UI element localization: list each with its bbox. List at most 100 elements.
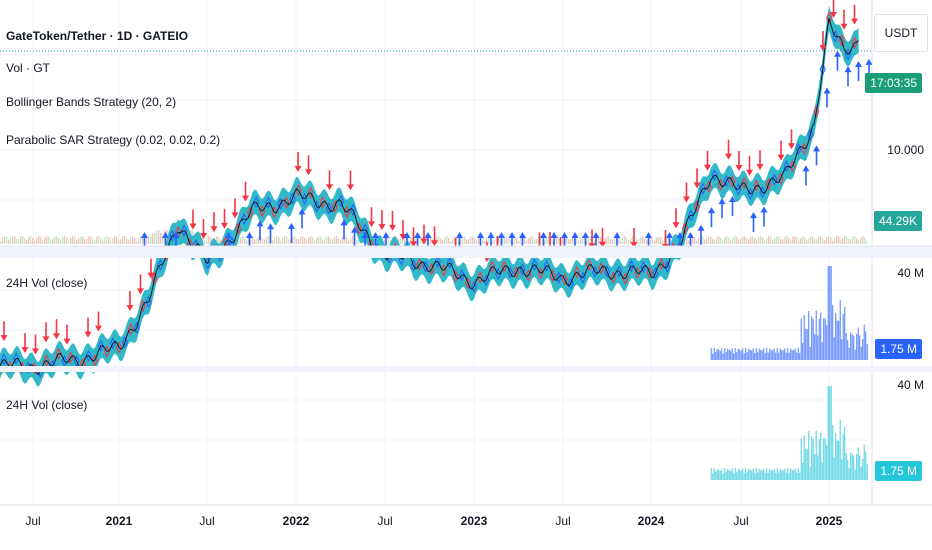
volume-bar (746, 238, 748, 244)
sar-diamond (753, 179, 760, 192)
volume-pane-bar (715, 471, 717, 480)
volume-pane-bar (848, 467, 850, 480)
volume-bar (636, 239, 638, 244)
sell-arrow-head (347, 184, 354, 191)
volume-pane-bar (751, 350, 753, 360)
volume-pane-bar (721, 348, 723, 360)
volume-pane-bar (773, 468, 775, 480)
volume-bar (340, 240, 342, 244)
volume-bar (452, 237, 454, 244)
sell-arrow-head (851, 18, 858, 25)
sar-diamond (265, 196, 272, 209)
sar-diamond (115, 341, 123, 354)
volume-pane-bar (820, 432, 822, 480)
pane1-axis-top: 40 M (897, 266, 924, 280)
volume-bar (856, 238, 858, 244)
volume-bar (138, 237, 140, 244)
buy-arrow-head (729, 196, 736, 203)
volume-bar (266, 236, 268, 244)
currency-selector[interactable]: USDT (874, 14, 928, 52)
volume-bar (654, 240, 656, 244)
volume-bar (4, 236, 6, 244)
pane2-label[interactable]: 24H Vol (close) (6, 398, 88, 412)
strategy-arrows (0, 0, 873, 355)
volume-pane-bar (743, 473, 745, 480)
volume-bar (844, 236, 846, 244)
buy-arrow-head (834, 50, 841, 57)
volume-pane-bar (823, 438, 825, 480)
sar-diamond (458, 269, 466, 282)
volume-bar (800, 237, 802, 244)
volume-bar (722, 240, 724, 244)
volume-pane-bar (724, 348, 726, 360)
volume-bar (632, 236, 634, 244)
volume-pane-1-bars (710, 266, 868, 360)
sar-diamond (616, 265, 623, 278)
volume-pane-bar (809, 466, 811, 480)
volume-bar (216, 236, 218, 244)
legend-bollinger[interactable]: Bollinger Bands Strategy (20, 2) (6, 95, 177, 109)
volume-bar (124, 236, 126, 244)
volume-pane-bar (718, 349, 720, 360)
volume-pane-bar (833, 337, 835, 360)
volume-bar (96, 236, 98, 244)
volume-pane-bar (839, 419, 841, 480)
volume-bar (276, 236, 278, 244)
volume-bar (832, 240, 834, 244)
legend-parabolic-sar[interactable]: Parabolic SAR Strategy (0.02, 0.02, 0.2) (6, 133, 221, 147)
volume-pane-bar (737, 468, 739, 480)
buy-arrow-head (750, 212, 757, 219)
volume-bar (836, 236, 838, 244)
sell-arrow-head (693, 182, 701, 189)
sar-diamond (579, 271, 587, 284)
sell-arrow-head (599, 241, 606, 248)
volume-bar (714, 239, 716, 244)
buy-arrow-head (361, 232, 369, 238)
volume-bar (48, 236, 50, 244)
volume-pane-bar (818, 438, 820, 480)
volume-bar (18, 239, 20, 244)
volume-bar (846, 236, 848, 244)
volume-bar (402, 236, 404, 244)
volume-bar (794, 236, 796, 244)
volume-bar (710, 236, 712, 244)
volume-pane-bar (802, 462, 804, 480)
volume-pane-bar (818, 318, 820, 360)
volume-bar (282, 237, 284, 244)
volume-bar (44, 238, 46, 244)
volume-bar (256, 238, 258, 244)
volume-pane-bar (806, 329, 808, 360)
pane1-label[interactable]: 24H Vol (close) (6, 276, 88, 290)
volume-bar (46, 236, 48, 244)
sar-diamond (658, 257, 665, 271)
volume-bar (830, 237, 832, 244)
volume-pane-bar (829, 386, 831, 480)
sell-arrow-head (63, 338, 71, 345)
volume-bar (136, 240, 138, 244)
volume-bar (436, 236, 438, 244)
time-label-year: 2025 (815, 514, 843, 528)
volume-bar (384, 237, 386, 244)
volume-bar (600, 236, 602, 244)
buy-arrow-head (592, 232, 600, 238)
legend-volume[interactable]: Vol · GT (6, 61, 51, 75)
volume-bar (26, 240, 28, 244)
volume-pane-bar (812, 319, 814, 360)
volume-pane-bar (821, 462, 823, 480)
volume-bar (606, 236, 608, 244)
volume-bar (56, 236, 58, 244)
buy-arrow-head (666, 232, 673, 238)
sell-arrow-head (420, 238, 428, 245)
bollinger-band (0, 5, 859, 387)
time-label: Jul (377, 514, 393, 528)
sar-diamond (127, 322, 134, 336)
sar-diamond (628, 259, 635, 273)
sell-arrow-head (368, 221, 375, 228)
volume-pane-bar (835, 312, 837, 360)
volume-pane-bar (817, 335, 819, 360)
volume-bar (64, 236, 66, 244)
volume-pane-bar (799, 352, 801, 360)
sell-arrow-head (32, 348, 39, 355)
volume-bar (732, 237, 734, 244)
